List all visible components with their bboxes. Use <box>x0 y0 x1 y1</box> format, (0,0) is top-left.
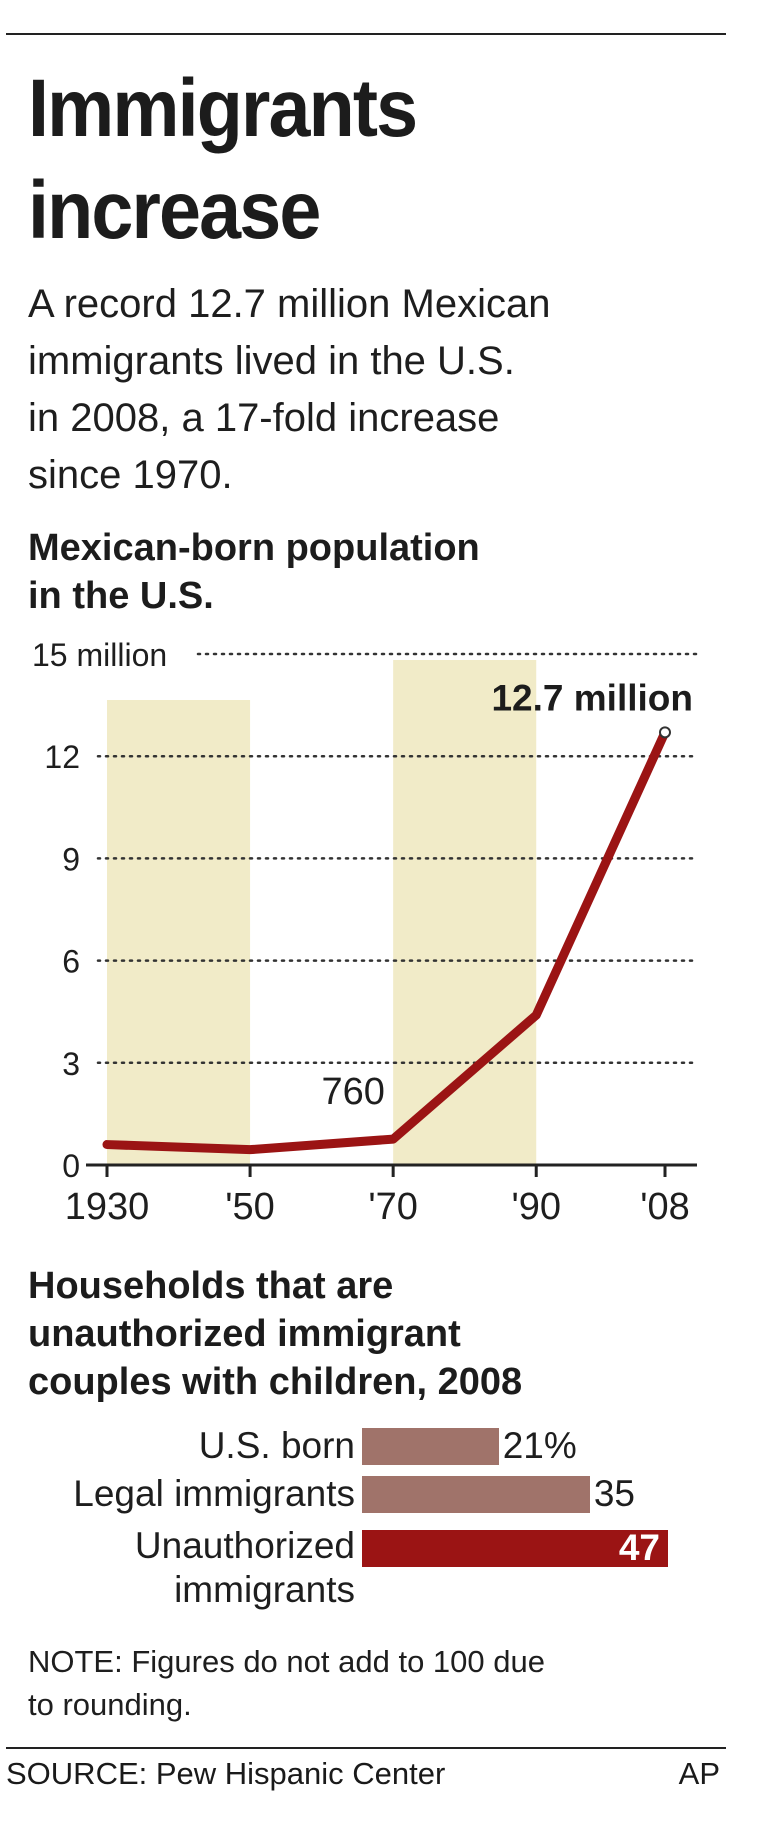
top-rule <box>6 33 726 35</box>
page-title: Immigrants increase <box>28 58 418 262</box>
bar <box>362 1428 499 1465</box>
shaded-band <box>393 660 537 1165</box>
bar <box>362 1530 668 1567</box>
subtitle-line: in 2008, a 17-fold increase <box>28 396 500 440</box>
bar-value-label: 35 <box>593 1473 636 1514</box>
line-chart-title-line: in the U.S. <box>28 575 214 617</box>
line-chart-title-line: Mexican-born population <box>28 527 480 569</box>
x-tick-label: '50 <box>225 1186 275 1228</box>
note-line: NOTE: Figures do not add to 100 due <box>28 1644 545 1679</box>
bar-category-label: Legal immigrants <box>73 1472 355 1516</box>
annotation-2008: 12.7 million <box>491 677 693 718</box>
bar-category-label-line: Unauthorized <box>134 1525 355 1566</box>
bar <box>362 1476 590 1513</box>
shaded-band <box>107 700 251 1165</box>
bar-category-label-line: immigrants <box>174 1569 355 1610</box>
y-tick-label: 3 <box>62 1046 80 1082</box>
series-line <box>102 727 670 1155</box>
x-tick-label: '70 <box>368 1186 418 1228</box>
source-credit: SOURCE: Pew Hispanic Center <box>6 1756 446 1791</box>
note-line: to rounding. <box>28 1687 192 1722</box>
y-tick-label: 9 <box>62 841 80 877</box>
bar-value-label: 47 <box>618 1527 660 1568</box>
subtitle: A record 12.7 million Mexican immigrants… <box>28 276 708 504</box>
x-tick-label: '90 <box>511 1186 561 1228</box>
bar-chart-title: Households that are unauthorized immigra… <box>28 1262 522 1406</box>
bar-chart-title-line: Households that are <box>28 1265 394 1307</box>
bar-category-label: Unauthorized immigrants <box>135 1524 355 1612</box>
x-tick-label: '08 <box>640 1186 690 1228</box>
footer: SOURCE: Pew Hispanic Center AP <box>6 1752 726 1798</box>
note: NOTE: Figures do not add to 100 due to r… <box>28 1640 728 1726</box>
households-bar-chart: U.S. born 21% Legal immigrants 35 Unauthoriz… <box>0 1424 760 1624</box>
footer-rule <box>6 1747 726 1749</box>
x-tick-label: 1930 <box>65 1186 150 1228</box>
title-line: increase <box>28 165 321 256</box>
y-tick-label: 6 <box>62 944 80 980</box>
population-line-chart: 0 3 6 9 12 15 million 1930 '50 '70 '90 '08 760 12.7 … <box>32 637 699 1228</box>
bar-category-label-line: Legal immigrants <box>73 1473 355 1514</box>
bar-value-label: 21% <box>502 1425 577 1466</box>
bar-category-label-line: U.S. born <box>198 1425 355 1466</box>
subtitle-line: immigrants lived in the U.S. <box>28 339 515 383</box>
annotation-1970: 760 <box>321 1071 384 1113</box>
subtitle-line: since 1970. <box>28 453 233 497</box>
subtitle-line: A record 12.7 million Mexican <box>28 282 551 326</box>
bar-chart-title-line: couples with children, 2008 <box>28 1361 523 1403</box>
y-tick-label: 12 <box>44 739 80 775</box>
y-tick-label: 0 <box>62 1148 80 1184</box>
agency-credit: AP <box>678 1756 720 1791</box>
y-tick-label: 15 million <box>32 637 167 673</box>
bar-category-label: U.S. born <box>199 1424 355 1468</box>
data-point-2008 <box>659 726 671 739</box>
title-line: Immigrants <box>28 63 418 154</box>
line-chart-title: Mexican-born population in the U.S. <box>28 524 480 620</box>
bar-chart-title-line: unauthorized immigrant <box>28 1313 461 1355</box>
